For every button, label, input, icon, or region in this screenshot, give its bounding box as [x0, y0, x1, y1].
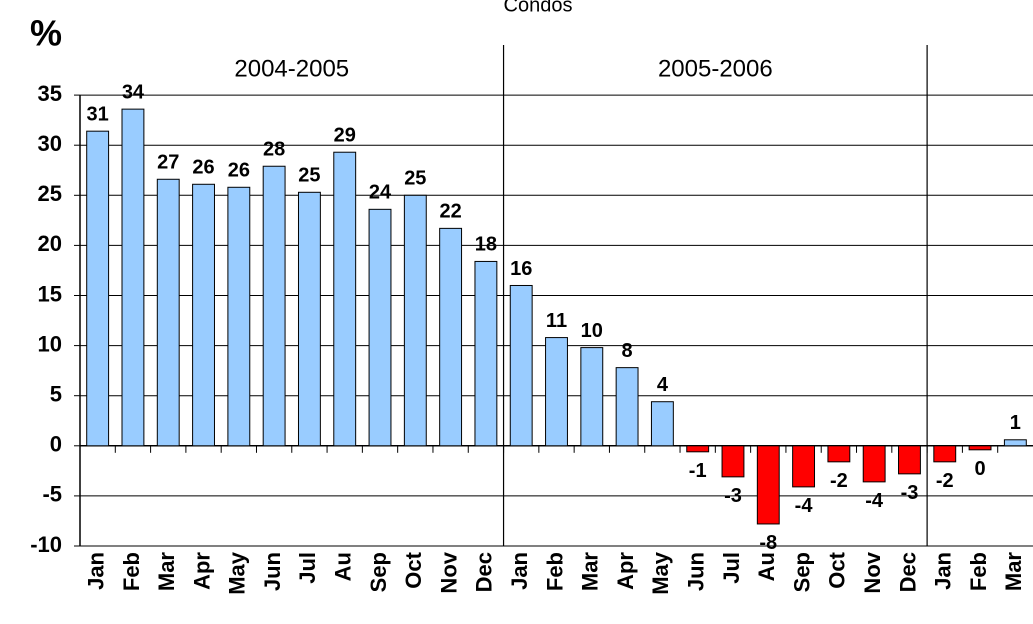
x-tick-label: Sep — [789, 552, 814, 592]
x-tick-label: Sep — [366, 552, 391, 592]
data-label: -1 — [689, 460, 707, 482]
bar — [898, 445, 921, 475]
bar — [192, 183, 215, 447]
bar — [933, 445, 957, 463]
x-tick-label: Apr — [189, 552, 214, 590]
x-tick-label: Feb — [966, 552, 991, 591]
x-tick-label: Dec — [472, 552, 497, 592]
data-label: 31 — [87, 103, 109, 125]
bar — [121, 108, 145, 447]
data-label: 10 — [581, 320, 603, 342]
bar — [650, 401, 674, 447]
x-tick-label: Apr — [613, 552, 638, 590]
bar — [686, 445, 710, 453]
x-tick-label: Jul — [719, 552, 744, 584]
y-tick-label: -10 — [30, 532, 62, 557]
x-tick-label: Jan — [931, 552, 956, 590]
bar — [262, 165, 286, 447]
data-label: 26 — [228, 160, 250, 182]
bar — [721, 445, 745, 478]
y-tick-label: 5 — [50, 382, 62, 407]
x-tick-label: Oct — [401, 551, 426, 588]
data-label: 16 — [510, 258, 532, 280]
x-tick-label: Jul — [295, 552, 320, 584]
bar — [156, 178, 180, 447]
y-tick-label: 25 — [38, 181, 62, 206]
data-label: 4 — [657, 374, 669, 396]
data-label: 8 — [622, 340, 633, 362]
x-tick-label: Dec — [895, 552, 920, 592]
data-label: -4 — [795, 495, 814, 517]
bar — [615, 367, 639, 447]
data-label: 34 — [122, 81, 145, 103]
data-label: 27 — [157, 152, 179, 174]
bar — [1003, 439, 1027, 447]
data-label: 0 — [974, 458, 985, 480]
data-label: 26 — [192, 157, 214, 179]
data-label: -2 — [830, 470, 848, 492]
bar — [792, 445, 816, 488]
x-tick-label: Mar — [154, 552, 179, 592]
data-label: 25 — [404, 168, 426, 190]
y-tick-label: 0 — [50, 432, 62, 457]
data-label: 24 — [369, 182, 392, 204]
x-tick-label: Mar — [578, 552, 603, 592]
y-tick-label: 20 — [38, 231, 62, 256]
bar — [297, 191, 321, 447]
bar — [756, 445, 780, 525]
y-axis-label: % — [30, 13, 62, 54]
data-label: 22 — [439, 201, 461, 223]
x-tick-label: Nov — [860, 551, 885, 593]
data-label: 11 — [546, 310, 567, 332]
data-label: -3 — [724, 485, 742, 507]
data-label: -8 — [759, 532, 777, 554]
x-tick-label: Nov — [436, 551, 461, 593]
x-tick-label: Jun — [683, 552, 708, 591]
x-tick-label: Feb — [119, 552, 144, 591]
data-label: 18 — [475, 234, 497, 256]
bar — [580, 347, 604, 447]
bar — [368, 208, 392, 447]
x-tick-label: Jan — [507, 552, 532, 590]
period-label: 2005-2006 — [658, 55, 773, 82]
data-label: 1 — [1010, 412, 1021, 434]
y-tick-label: 35 — [38, 81, 62, 106]
data-label: -2 — [936, 470, 954, 492]
x-tick-label: Jun — [260, 552, 285, 591]
x-tick-label: Au — [331, 552, 356, 581]
data-label: -4 — [865, 490, 884, 512]
data-label: 29 — [334, 124, 356, 146]
x-tick-label: Feb — [542, 552, 567, 591]
bar — [474, 260, 498, 447]
x-tick-label: May — [648, 551, 673, 595]
y-tick-label: 15 — [38, 281, 62, 306]
bar — [545, 337, 568, 447]
bar — [439, 227, 463, 447]
period-label: 2004-2005 — [234, 55, 349, 82]
bar — [827, 445, 851, 463]
bar — [509, 284, 533, 447]
y-tick-label: 30 — [38, 131, 62, 156]
bar — [333, 151, 357, 447]
data-label: 28 — [263, 139, 285, 161]
bar — [862, 445, 886, 483]
data-label: -3 — [901, 482, 919, 504]
x-tick-label: Au — [754, 552, 779, 581]
x-tick-label: Mar — [1001, 552, 1026, 592]
bar — [227, 186, 251, 447]
x-tick-label: May — [225, 551, 250, 595]
bar — [403, 194, 427, 447]
y-tick-label: -5 — [42, 482, 62, 507]
chart-title: Condos — [504, 0, 573, 16]
bar — [968, 445, 992, 451]
data-label: 25 — [298, 165, 320, 187]
x-tick-label: Jan — [83, 552, 108, 590]
x-tick-label: Oct — [825, 551, 850, 588]
y-tick-label: 10 — [38, 331, 62, 356]
bar — [86, 130, 110, 447]
